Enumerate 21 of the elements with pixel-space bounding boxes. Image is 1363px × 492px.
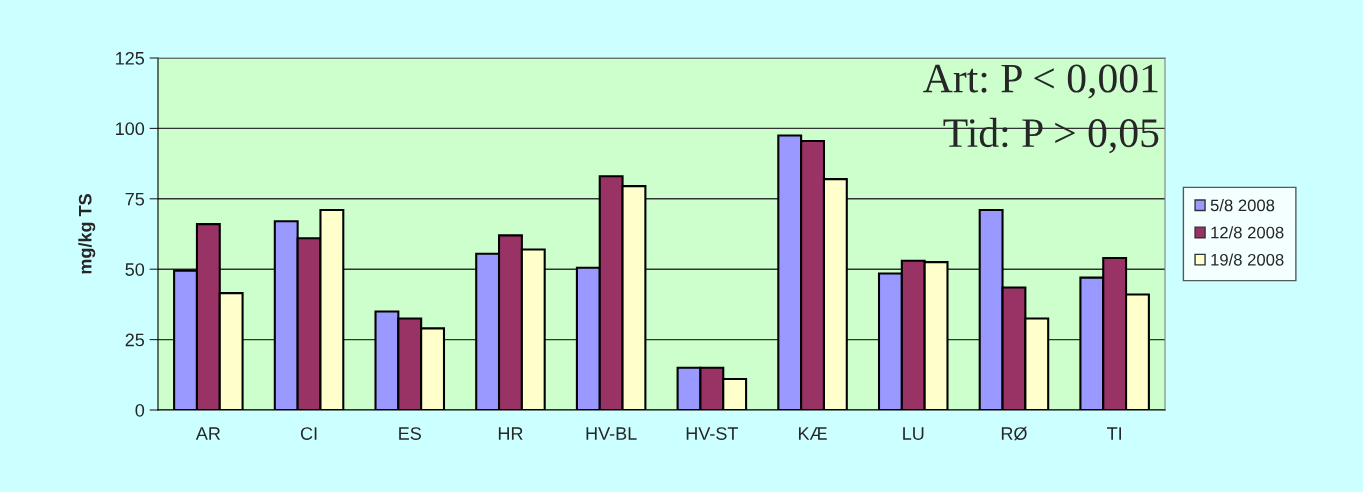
x-tick-label: CI (300, 427, 317, 440)
y-tick-label: 100 (116, 122, 145, 136)
x-tick-label: TI (1107, 427, 1122, 440)
x-tick-label: ES (399, 427, 421, 440)
legend-label: 5/8 2008 (1210, 199, 1275, 212)
x-tick-label: HV-BL (586, 427, 637, 440)
annotation: Art: P < 0,001 (923, 64, 1158, 99)
y-tick-label: 75 (125, 192, 145, 206)
y-tick-label: 25 (125, 333, 145, 347)
y-tick-label: 50 (125, 263, 145, 276)
x-tick-label: HV-ST (686, 427, 739, 440)
legend-label: 19/8 2008 (1211, 253, 1284, 266)
x-tick-label: RØ (1001, 426, 1027, 441)
x-tick-label: KÆ (798, 427, 827, 440)
x-tick-label: LU (903, 427, 924, 440)
y-tick-label: 125 (116, 51, 145, 65)
x-tick-label: AR (195, 427, 221, 440)
x-tick-label: HR (498, 427, 523, 440)
y-tick-label: 0 (135, 403, 145, 417)
y-axis-title: mg/kg TS (78, 194, 96, 274)
legend-label: 12/8 2008 (1211, 226, 1284, 239)
